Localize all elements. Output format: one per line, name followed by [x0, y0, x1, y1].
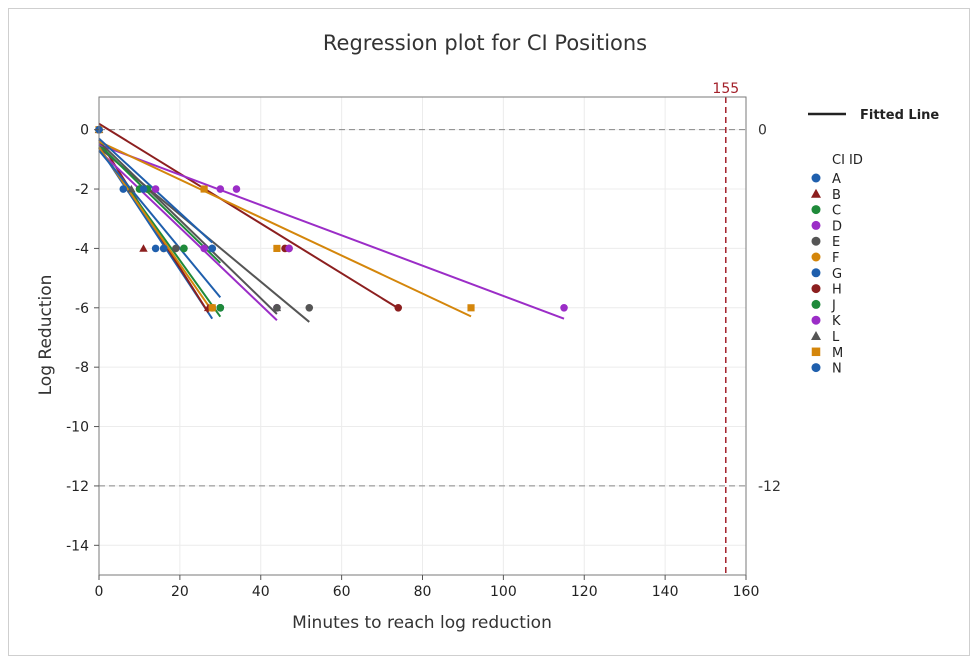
fitted-line-l — [98, 140, 278, 315]
legend-marker-j — [811, 299, 821, 309]
data-point-h — [394, 304, 403, 312]
legend-marker-f — [811, 252, 821, 262]
data-point-k — [216, 185, 225, 193]
data-point-j — [180, 244, 188, 253]
legend-marker-c — [811, 205, 821, 215]
y-tick-label: -6 — [75, 301, 89, 317]
x-tick-label: 160 — [733, 584, 760, 600]
data-point-m — [200, 185, 208, 193]
legend-label-n: N — [832, 362, 842, 377]
legend-marker-d — [811, 220, 821, 230]
y-reference-label: -12 — [758, 479, 781, 495]
legend-marker-m — [811, 347, 821, 357]
legend-marker-h — [811, 284, 821, 294]
data-point-a — [151, 244, 160, 253]
y-tick-label: -10 — [66, 420, 89, 436]
legend-label-b: B — [832, 188, 841, 203]
legend-marker-e — [811, 236, 821, 246]
data-point-m — [208, 304, 216, 312]
y-tick-label: -12 — [66, 479, 89, 495]
chart-frame — [8, 8, 970, 656]
legend-label-k: K — [832, 314, 841, 329]
fitted-line-k — [98, 143, 565, 320]
y-reference-label: 0 — [758, 123, 767, 139]
legend-label-a: A — [832, 172, 841, 187]
legend-label-c: C — [832, 204, 841, 219]
x-tick-label: 40 — [252, 584, 270, 600]
data-point-l — [272, 303, 282, 312]
fitted-line-legend-label: Fitted Line — [860, 108, 939, 123]
y-tick-label: -2 — [75, 182, 89, 198]
legend-label-e: E — [832, 235, 840, 250]
x-tick-label: 0 — [95, 584, 104, 600]
data-point-d — [200, 244, 208, 253]
grid-layer — [98, 97, 747, 575]
fitted-line-g — [98, 149, 222, 299]
x-tick-label: 140 — [652, 584, 679, 600]
legend-label-j: J — [831, 298, 836, 313]
x-reference-label: 155 — [712, 81, 739, 97]
legend-label-m: M — [832, 346, 843, 361]
data-point-d — [151, 185, 160, 193]
axis-ticks: 0 20 40 60 80 100 120 140 160 0 -2 -4 -6 -8 -10 -12 -14 — [66, 123, 759, 600]
x-axis-label: Minutes to reach log reduction — [292, 613, 552, 633]
y-axis-label: Log Reduction — [36, 275, 56, 396]
legend-label-g: G — [832, 267, 842, 282]
fitted-line-d — [98, 149, 278, 321]
data-point-n — [139, 185, 148, 193]
data-point-e — [172, 244, 180, 253]
data-point-b — [139, 244, 148, 252]
data-point-a — [119, 185, 128, 193]
legend-label-l: L — [832, 330, 840, 345]
legend-title: CI ID — [832, 153, 863, 168]
data-points — [94, 125, 568, 312]
data-point-j — [216, 304, 225, 312]
fitted-line-j — [98, 143, 222, 264]
legend-label-h: H — [832, 283, 842, 298]
legend-marker-b — [811, 188, 821, 198]
reference-lines: 0 -12 155 — [99, 81, 781, 575]
x-tick-label: 80 — [414, 584, 432, 600]
fitted-line-m — [98, 140, 472, 318]
data-point-g — [159, 244, 168, 253]
legend-marker-g — [811, 268, 821, 278]
data-point-k — [560, 304, 568, 312]
data-point-n — [208, 244, 217, 253]
x-tick-label: 20 — [171, 584, 189, 600]
legend-marker-l — [811, 331, 821, 340]
data-point-k — [285, 244, 293, 253]
y-tick-label: -4 — [75, 241, 89, 257]
data-point-l — [127, 184, 136, 193]
data-point-e — [305, 304, 314, 312]
y-tick-label: -8 — [75, 360, 89, 376]
legend-marker-k — [811, 315, 821, 325]
chart-title: Regression plot for CI Positions — [323, 31, 647, 55]
y-tick-label: -14 — [66, 538, 89, 554]
data-point-m — [467, 304, 475, 312]
legend-label-f: F — [832, 251, 839, 266]
x-tick-label: 120 — [571, 584, 598, 600]
y-tick-label: 0 — [80, 123, 89, 139]
legend-marker-n — [811, 363, 821, 373]
data-point-m — [273, 244, 281, 252]
legend-marker-a — [811, 173, 821, 183]
legend-label-d: D — [832, 219, 842, 234]
x-tick-label: 60 — [333, 584, 351, 600]
x-tick-label: 100 — [490, 584, 517, 600]
data-point-k — [232, 185, 241, 193]
fitted-lines — [98, 122, 565, 323]
fitted-line-h — [98, 122, 399, 310]
